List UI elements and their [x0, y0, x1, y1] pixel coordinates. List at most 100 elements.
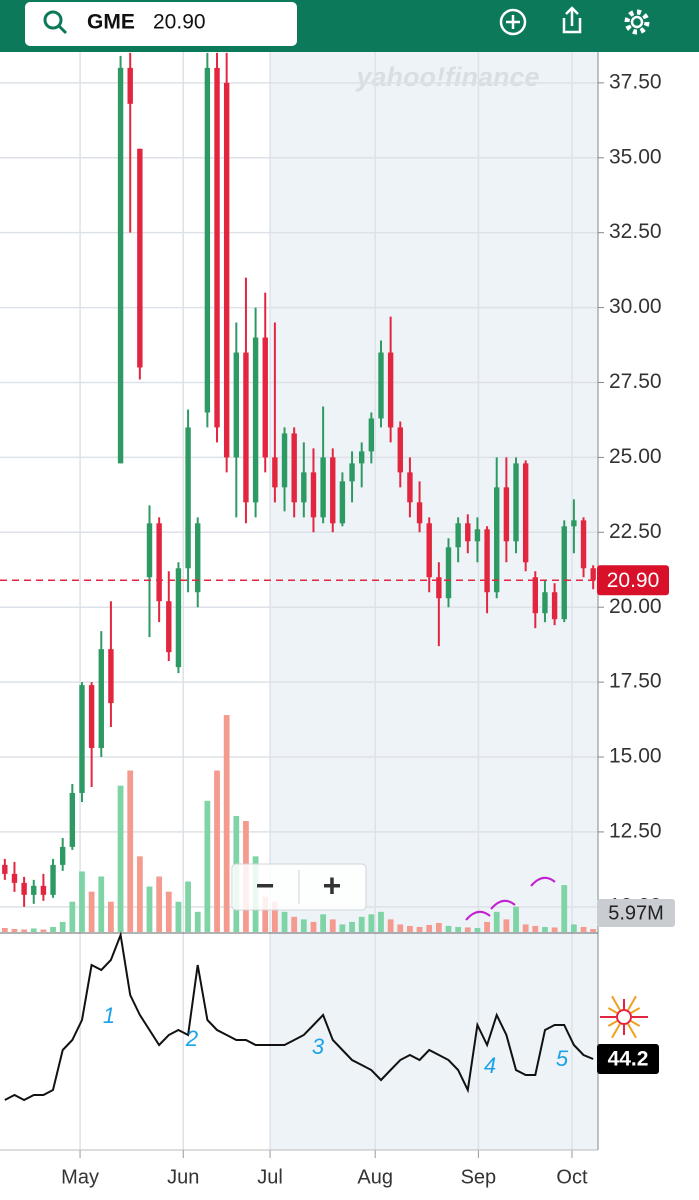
ticker-price[interactable]: 20.90	[153, 11, 206, 34]
volume-bar	[156, 876, 163, 932]
candle-body	[117, 67, 124, 464]
volume-bar	[368, 914, 375, 932]
share-icon[interactable]	[562, 6, 582, 34]
volume-bar	[426, 924, 433, 932]
volume-bar	[310, 921, 317, 932]
candle-body	[31, 885, 37, 895]
volume-bar	[194, 911, 201, 932]
volume-bar	[320, 914, 327, 932]
volume-bar	[59, 921, 66, 932]
candle-body	[59, 846, 66, 865]
candle-body	[281, 433, 288, 488]
candle-body	[137, 148, 143, 368]
candle-body	[2, 864, 8, 874]
starburst-ray	[627, 995, 637, 1011]
candle-body	[320, 457, 326, 518]
candle-body	[50, 864, 56, 895]
candle-body	[590, 568, 596, 581]
volume-bar	[580, 926, 587, 932]
x-tick-label: May	[61, 1166, 99, 1188]
volume-bar	[513, 906, 519, 932]
share-icon-box[interactable]	[562, 18, 582, 34]
search-icon[interactable]	[43, 10, 68, 35]
indicator-label-box	[597, 1044, 659, 1074]
candle-body	[233, 352, 240, 458]
settings-icon-hub[interactable]	[630, 15, 644, 29]
search-icon-lens[interactable]	[43, 10, 63, 30]
starburst-ray	[607, 1020, 618, 1027]
volume-bar	[146, 886, 153, 932]
handwritten-annotation: 1	[103, 1003, 115, 1028]
starburst-ray	[607, 1007, 618, 1014]
volume-bar	[435, 922, 442, 932]
candle-body	[445, 547, 452, 599]
candle-body	[503, 487, 510, 542]
add-icon-circle[interactable]	[499, 8, 527, 36]
candle-body	[416, 502, 423, 524]
volume-bar	[11, 928, 18, 932]
watermark: yahoo!finance	[354, 62, 539, 92]
volume-bar	[291, 916, 298, 932]
volume-bar	[262, 896, 269, 932]
starburst-ray	[630, 1007, 641, 1014]
candle-body	[204, 67, 211, 413]
candle-body	[272, 457, 278, 488]
volume-bar	[407, 925, 413, 932]
add-icon[interactable]	[499, 8, 527, 36]
starburst-core	[616, 1009, 632, 1025]
x-tick-label: Sep	[461, 1166, 497, 1188]
volume-bar	[397, 924, 404, 932]
volume-bar	[522, 924, 529, 932]
volume-bar	[214, 770, 220, 932]
candle-body	[40, 885, 47, 895]
candle-body	[358, 451, 365, 464]
volume-label-box	[597, 898, 675, 927]
volume-bar	[387, 919, 394, 932]
volume-bar	[79, 871, 85, 932]
volume-bar	[50, 926, 56, 932]
current-price-label: 20.90	[607, 569, 660, 592]
x-tick-label: Jul	[257, 1166, 283, 1188]
candle-body	[542, 592, 548, 614]
volume-bar	[570, 924, 577, 932]
volume-bar	[1, 927, 8, 932]
y-tick-label: 17.50	[609, 670, 662, 693]
volume-bar	[108, 901, 114, 932]
share-icon-arrow[interactable]	[565, 6, 579, 26]
candle-body	[368, 418, 375, 452]
handwritten-annotation: 4	[484, 1053, 496, 1078]
plot-area: yahoo!financeMayJunJulAugSepOct10.0012.5…	[0, 52, 675, 1188]
settings-icon[interactable]	[624, 9, 650, 35]
candle-body	[349, 463, 355, 482]
volume-bar	[98, 876, 105, 932]
handwritten-annotation: 5	[556, 1046, 569, 1071]
highlight-arc	[530, 876, 556, 887]
candle-body	[436, 577, 442, 599]
candle-body	[484, 529, 490, 593]
volume-bar	[590, 928, 597, 932]
volume-bar	[329, 919, 336, 932]
zoom-in-button[interactable]: +	[323, 867, 342, 903]
y-tick-label: 27.50	[609, 370, 662, 393]
volume-bar	[349, 921, 355, 932]
search-icon-handle[interactable]	[57, 24, 68, 35]
volume-bar	[339, 924, 346, 932]
ticker-symbol[interactable]: GME	[87, 11, 135, 34]
starburst-ray	[627, 1023, 637, 1039]
candle-body	[69, 792, 76, 847]
zoom-out-button[interactable]: −	[256, 867, 275, 903]
candle-body	[243, 352, 249, 503]
candle-body	[561, 526, 567, 620]
search-box[interactable]	[25, 2, 297, 46]
volume-bar	[551, 927, 558, 932]
candle-body	[426, 523, 432, 578]
settings-icon-teeth[interactable]	[624, 9, 650, 35]
candle-body	[98, 649, 104, 749]
volume-bar	[271, 901, 278, 932]
candle-body	[175, 568, 182, 668]
candle-body	[407, 472, 413, 503]
volume-bar	[165, 891, 172, 932]
candle-body	[580, 520, 587, 569]
candle-body	[387, 352, 394, 428]
